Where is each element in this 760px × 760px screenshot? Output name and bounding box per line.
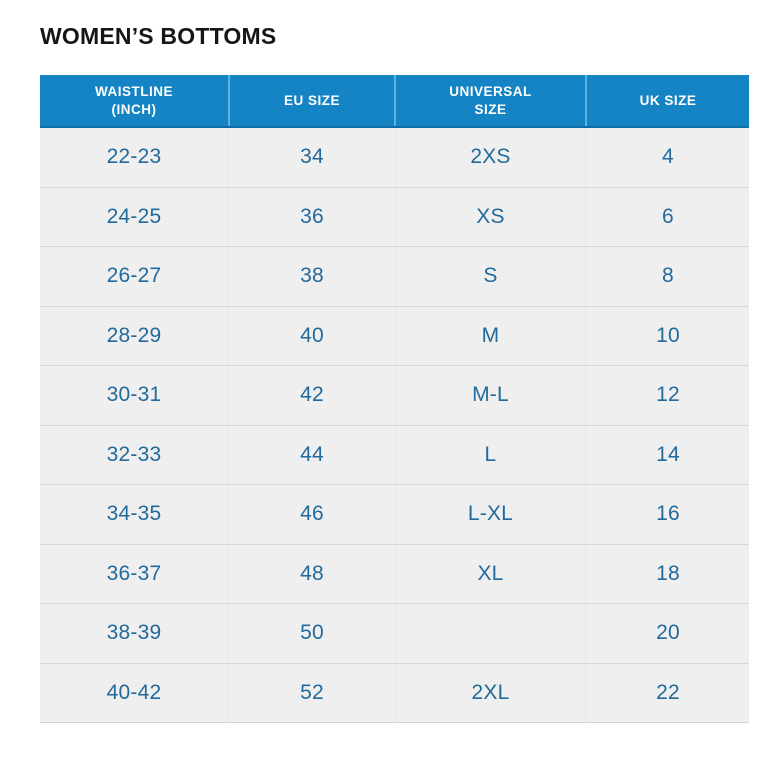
table-row: 36-37 48 XL 18: [40, 544, 749, 604]
table-cell-eu-size: 52: [230, 663, 396, 722]
table-cell-eu-size: 42: [230, 366, 396, 425]
table-row: 32-33 44 L 14: [40, 425, 749, 485]
table-cell-waistline-inch: 34-35: [40, 485, 230, 544]
table-header-row: WAISTLINE (INCH) EU SIZE UNIVERSAL SIZE UK …: [40, 75, 749, 128]
table-cell-universal-size: L-XL: [396, 485, 587, 544]
table-cell-waistline-inch: 36-37: [40, 544, 230, 603]
page-title: WOMEN’S BOTTOMS: [40, 23, 277, 49]
table-cell-eu-size: 36: [230, 187, 396, 246]
table-cell-waistline-inch: 30-31: [40, 366, 230, 425]
table-cell-eu-size: 50: [230, 604, 396, 663]
table-cell-universal-size: 2XL: [396, 663, 587, 722]
column-header-uk-size: UK SIZE: [639, 92, 697, 108]
column-header-eu-size: EU SIZE: [230, 75, 396, 126]
table-cell-eu-size: 44: [230, 425, 396, 484]
column-header-universal-size: UNIVERSAL SIZE: [396, 75, 587, 126]
table-cell-universal-size: XS: [396, 187, 587, 246]
table-cell-uk-size: 10: [656, 323, 680, 347]
table-cell-eu-size: 46: [230, 485, 396, 544]
table-cell-uk-size: 18: [656, 561, 680, 585]
table-row: 28-29 40 M 10: [40, 306, 749, 366]
table-cell-waistline-inch: 32-33: [40, 425, 230, 484]
table-cell-uk-size: 20: [656, 621, 680, 645]
table-row: 34-35 46 L-XL 16: [40, 485, 749, 545]
table-cell-uk-size: 12: [656, 383, 680, 407]
table-cell-universal-size: XL: [396, 544, 587, 603]
table-cell-waistline-inch: 40-42: [40, 663, 230, 722]
table-cell-waistline-inch: 26-27: [40, 247, 230, 306]
table-cell-waistline-inch: 22-23: [40, 128, 230, 187]
table-cell-uk-size: 22: [656, 680, 680, 704]
column-header-waistline-inch: WAISTLINE (INCH): [40, 75, 230, 126]
table-cell-universal-size: [396, 604, 587, 663]
table-row: 22-23 34 2XS 4: [40, 128, 749, 188]
table-body: 22-23 34 2XS 4 24-25 36 XS 6 26-27 38 S 8 28-29 40 M 10…: [40, 128, 749, 723]
table-cell-uk-size: 8: [662, 264, 674, 288]
table-row: 38-39 50 20: [40, 604, 749, 664]
table-cell-universal-size: M-L: [396, 366, 587, 425]
table-cell-eu-size: 34: [230, 128, 396, 187]
table-cell-uk-size: 4: [662, 145, 674, 169]
table-row: 40-42 52 2XL 22: [40, 663, 749, 723]
table-cell-uk-size: 6: [662, 204, 674, 228]
table-cell-universal-size: L: [396, 425, 587, 484]
table-row: 30-31 42 M-L 12: [40, 366, 749, 426]
table-row: 26-27 38 S 8: [40, 247, 749, 307]
table-cell-universal-size: S: [396, 247, 587, 306]
size-chart-table: WAISTLINE (INCH) EU SIZE UNIVERSAL SIZE UK …: [40, 75, 749, 723]
table-cell-waistline-inch: 28-29: [40, 306, 230, 365]
table-cell-eu-size: 40: [230, 306, 396, 365]
table-cell-universal-size: 2XS: [396, 128, 587, 187]
table-cell-eu-size: 38: [230, 247, 396, 306]
table-cell-universal-size: M: [396, 306, 587, 365]
table-cell-uk-size: 16: [656, 502, 680, 526]
table-cell-uk-size: 14: [656, 442, 680, 466]
table-cell-eu-size: 48: [230, 544, 396, 603]
table-cell-waistline-inch: 38-39: [40, 604, 230, 663]
table-cell-waistline-inch: 24-25: [40, 187, 230, 246]
table-row: 24-25 36 XS 6: [40, 187, 749, 247]
